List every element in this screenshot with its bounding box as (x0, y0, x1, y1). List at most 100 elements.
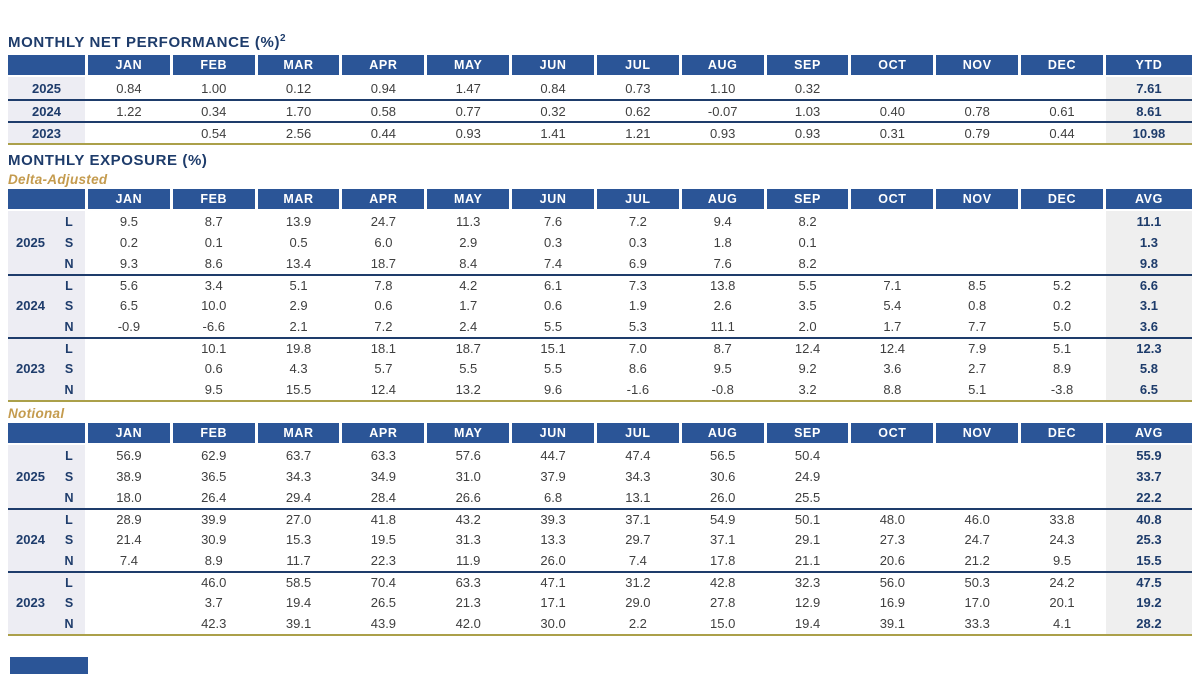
month-header-cell: JUL (596, 55, 679, 75)
data-cell: 9.4 (713, 214, 732, 229)
data-cell: 2.7 (968, 361, 987, 376)
data-cell: 5.2 (1052, 278, 1072, 293)
side-label: L (65, 341, 73, 356)
row-label-cell: 2025 (8, 77, 85, 99)
month-header-cell: DEC (1021, 189, 1103, 209)
data-cell: 13.9 (285, 214, 312, 229)
year-label: 2025 (16, 469, 45, 484)
summary-cell: 1.3 (1105, 232, 1192, 253)
table-row: L 46.0 58.5 70.4 63.3 47.1 31.2 42.8 32.3 56.0 50.… (8, 571, 1192, 592)
data-cell: 1.7 (883, 319, 902, 334)
row-label-group: N (8, 316, 85, 337)
data-cell: 8.5 (968, 278, 987, 293)
data-cell: 1.70 (285, 103, 312, 119)
data-cell: 0.2 (1052, 298, 1072, 313)
data-cell: 5.6 (119, 278, 138, 293)
data-cell: 8.6 (628, 361, 647, 376)
data-cell (851, 466, 933, 487)
month-header-cell: AUG (681, 423, 764, 443)
data-cell: 24.3 (1049, 532, 1075, 547)
month-header-cell: JUN (512, 55, 594, 75)
data-cell: 24.7 (370, 214, 397, 229)
data-cell: -0.9 (117, 319, 141, 334)
row-label-cell: L (8, 276, 85, 295)
row-label-cell: L (8, 211, 85, 232)
data-cell: 5.1 (1052, 341, 1072, 356)
row-label-cell: L (8, 445, 85, 466)
row-label-cell: N (8, 253, 85, 274)
month-header-cell: JAN (88, 189, 170, 209)
row-label-cell: N (8, 379, 85, 400)
table-row: 2023 0.54 2.56 0.44 0.93 1.41 1.21 0.93 0.93 0.31… (8, 121, 1192, 143)
data-cell: 19.4 (794, 616, 821, 631)
row-label-group: N (8, 253, 85, 274)
data-cell: 0.2 (119, 235, 138, 250)
data-cell: 37.1 (625, 512, 651, 527)
data-cell: 0.73 (625, 80, 651, 96)
data-cell: 19.8 (285, 341, 312, 356)
row-label-group: N (8, 550, 85, 571)
row-label-group: 2024 S (8, 529, 85, 550)
data-cell: 42.8 (710, 575, 736, 590)
data-cell: 56.5 (710, 448, 736, 463)
data-cell: 13.3 (540, 532, 566, 547)
data-cell: 0.32 (540, 103, 566, 119)
month-header-cell: DEC (1021, 55, 1103, 75)
table-row: L 56.9 62.9 63.7 63.3 57.6 44.7 47.4 56.5 50.4 55.… (8, 445, 1192, 466)
data-cell: 0.32 (794, 80, 821, 96)
row-label-cell: N (8, 487, 85, 508)
data-cell (88, 613, 170, 634)
data-cell: 0.12 (285, 80, 312, 96)
data-cell: 62.9 (201, 448, 227, 463)
data-cell: 12.4 (879, 341, 906, 356)
data-cell: -0.8 (711, 382, 734, 397)
row-label-group: 2023 S (8, 592, 85, 613)
data-cell: 1.21 (625, 125, 651, 141)
side-label: N (64, 616, 74, 631)
month-header-cell: MAY (427, 189, 510, 209)
data-cell: 0.6 (374, 298, 393, 313)
month-header-cell: SEP (766, 55, 849, 75)
data-cell: 47.4 (625, 448, 651, 463)
row-label-group: N (8, 487, 85, 508)
data-cell (1021, 232, 1103, 253)
data-cell: 34.9 (370, 469, 397, 484)
row-label-group: L (8, 445, 85, 466)
data-cell: 11.9 (456, 553, 481, 568)
data-cell: 43.9 (370, 616, 397, 631)
month-header-cell: NOV (936, 189, 1019, 209)
row-label-group: L (8, 510, 85, 529)
summary-cell: 6.5 (1105, 379, 1192, 400)
data-cell: 0.61 (1049, 103, 1075, 119)
side-label: N (64, 382, 74, 397)
data-cell: 3.7 (204, 595, 223, 610)
side-label: S (64, 595, 74, 610)
corner-header-cell (8, 55, 85, 75)
data-cell: 5.4 (883, 298, 902, 313)
summary-header-cell: YTD (1105, 55, 1192, 75)
exposure-subtitle-notional: Notional (8, 406, 65, 421)
data-cell: 28.9 (116, 512, 142, 527)
data-cell: 0.1 (798, 235, 817, 250)
data-cell: 56.0 (879, 575, 906, 590)
data-cell: 0.62 (625, 103, 651, 119)
data-cell: 9.5 (713, 361, 732, 376)
exposure-subtitle-delta-adjusted: Delta-Adjusted (8, 172, 108, 187)
year-label (8, 379, 53, 400)
table-row: 2025 S 0.2 0.1 0.5 6.0 2.9 0.3 0.3 1.8 0.1 1.3 (8, 232, 1192, 253)
data-cell: 17.1 (540, 595, 566, 610)
data-cell: 29.1 (794, 532, 821, 547)
data-cell: 36.5 (201, 469, 227, 484)
summary-cell: 22.2 (1105, 487, 1192, 508)
month-header-cell: JUL (596, 423, 679, 443)
side-label: N (64, 490, 74, 505)
data-cell: 5.5 (544, 319, 563, 334)
data-cell: 21.1 (794, 553, 821, 568)
data-cell: 0.93 (455, 125, 481, 141)
data-cell: 39.1 (285, 616, 312, 631)
data-cell: 15.5 (285, 382, 312, 397)
data-cell: 4.1 (1052, 616, 1072, 631)
year-label (8, 276, 53, 295)
data-cell: 20.1 (1049, 595, 1075, 610)
month-header-cell: JAN (88, 55, 170, 75)
